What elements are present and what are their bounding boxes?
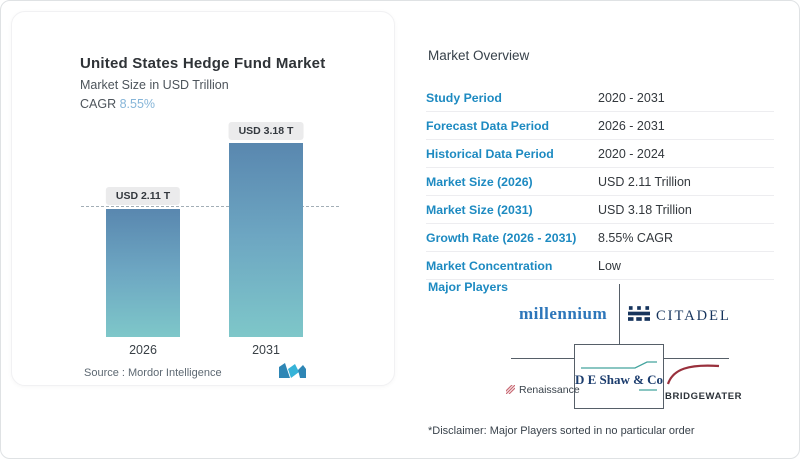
deshaw-logo-box: D E Shaw & Co — [574, 344, 664, 409]
row-label: Study Period — [426, 90, 502, 105]
connector-horizontal-line-right — [664, 358, 729, 359]
row-label: Growth Rate (2026 - 2031) — [426, 230, 577, 245]
row-value: 2020 - 2024 — [598, 146, 665, 161]
row-label: Market Size (2026) — [426, 174, 533, 189]
table-row: Growth Rate (2026 - 2031) 8.55% CAGR — [426, 224, 774, 252]
citadel-logo: CITADEL — [628, 306, 731, 326]
row-label: Forecast Data Period — [426, 118, 550, 133]
bar-2026 — [106, 209, 180, 337]
deshaw-underline-icon — [639, 389, 657, 391]
citadel-battlement-icon — [628, 306, 650, 326]
row-value: USD 2.11 Trillion — [598, 174, 691, 189]
table-row: Market Size (2031) USD 3.18 Trillion — [426, 196, 774, 224]
millennium-logo: millennium — [519, 304, 608, 323]
chart-title: United States Hedge Fund Market — [80, 55, 326, 72]
bar-value-label-2031: USD 3.18 T — [228, 122, 304, 140]
cagr-label: CAGR — [80, 97, 120, 111]
renaissance-logo: Renaissance — [502, 381, 580, 399]
overview-table: Study Period 2020 - 2031 Forecast Data Pe… — [426, 84, 774, 280]
source-text: Source : Mordor Intelligence — [84, 367, 222, 379]
row-value: 2020 - 2031 — [598, 90, 665, 105]
row-label: Historical Data Period — [426, 146, 554, 161]
chart-subtitle: Market Size in USD Trillion — [80, 78, 229, 92]
cagr-value: 8.55% — [119, 97, 156, 111]
x-axis-label-2026: 2026 — [129, 343, 157, 357]
deshaw-wordmark: D E Shaw & Co — [574, 372, 664, 387]
chart-cagr: CAGR 8.55% — [80, 97, 155, 111]
major-players-label: Major Players — [428, 280, 508, 294]
connector-horizontal-line-left — [511, 358, 574, 359]
market-chart-card: United States Hedge Fund Market Market S… — [11, 11, 395, 386]
bridgewater-arc-icon — [666, 364, 720, 385]
row-value: USD 3.18 Trillion — [598, 202, 692, 217]
citadel-wordmark: CITADEL — [656, 307, 731, 324]
connector-vertical-line — [619, 284, 620, 344]
table-row: Study Period 2020 - 2031 — [426, 84, 774, 112]
reference-dashed-line — [81, 206, 339, 207]
overview-heading: Market Overview — [428, 48, 530, 63]
table-row: Historical Data Period 2020 - 2024 — [426, 140, 774, 168]
bar-2031 — [229, 143, 303, 337]
x-axis-label-2031: 2031 — [252, 343, 280, 357]
row-value: 2026 - 2031 — [598, 118, 665, 133]
renaissance-wordmark: Renaissance — [519, 384, 580, 396]
row-value: Low — [598, 258, 621, 273]
bridgewater-logo: BRIDGEWATER — [665, 363, 743, 402]
deshaw-line-icon — [581, 361, 657, 369]
row-label: Market Concentration — [426, 258, 553, 273]
table-row: Market Size (2026) USD 2.11 Trillion — [426, 168, 774, 196]
bridgewater-wordmark: BRIDGEWATER — [665, 391, 743, 402]
row-label: Market Size (2031) — [426, 202, 533, 217]
bar-value-label-2026: USD 2.11 T — [105, 187, 181, 205]
renaissance-hatch-icon — [502, 381, 516, 399]
table-row: Forecast Data Period 2026 - 2031 — [426, 112, 774, 140]
mordor-intelligence-logo-icon — [279, 363, 306, 384]
disclaimer-text: *Disclaimer: Major Players sorted in no … — [428, 425, 695, 437]
table-row: Market Concentration Low — [426, 252, 774, 280]
row-value: 8.55% CAGR — [598, 230, 674, 245]
